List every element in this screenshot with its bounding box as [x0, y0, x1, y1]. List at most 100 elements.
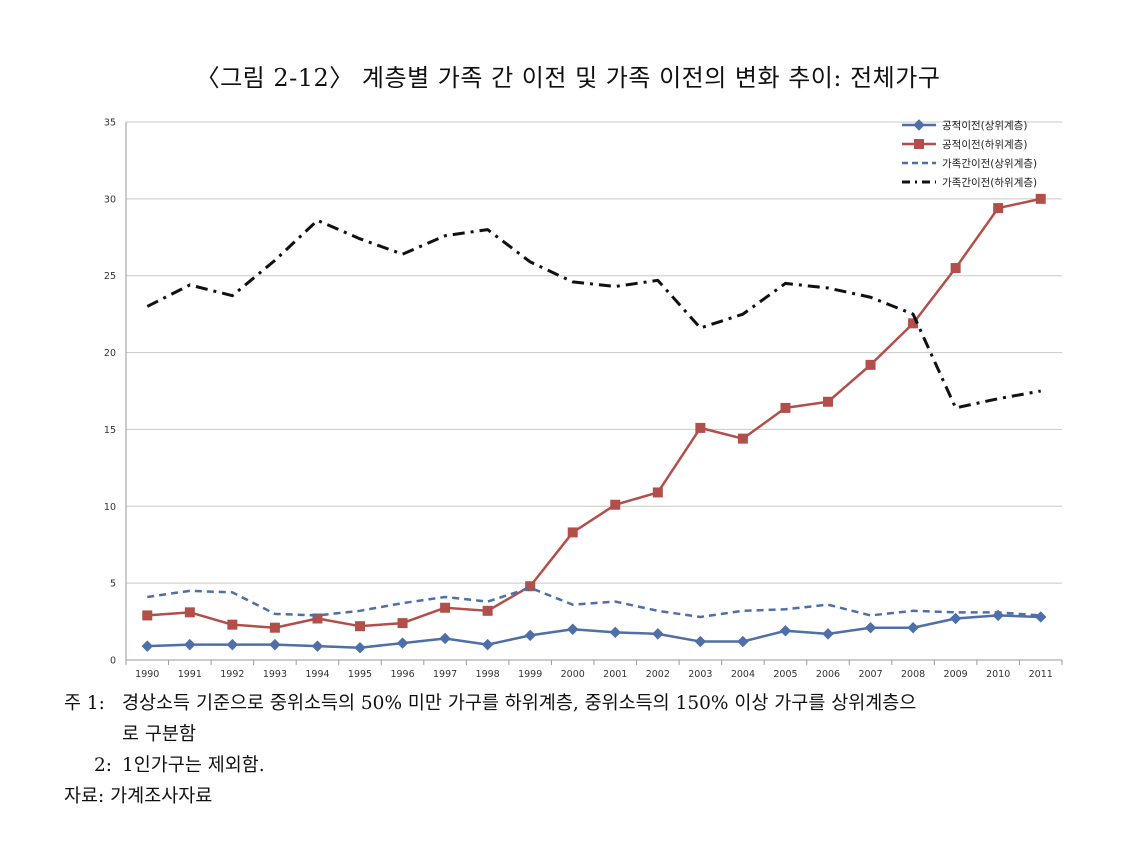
- note-1: 주 1: 경상소득 기준으로 중위소득의 50% 미만 가구를 하위계층, 중위…: [64, 688, 1102, 719]
- data-point: [737, 433, 748, 444]
- x-tick-label: 2006: [816, 669, 840, 680]
- data-point: [226, 638, 239, 651]
- y-tick-label: 20: [104, 348, 116, 359]
- x-tick-label: 2010: [986, 669, 1010, 680]
- legend-item-3: 가족간이전(상위계층): [902, 157, 1037, 170]
- x-axis-ticks: 1990 1991 1992 1993 1994 1995 1996 1997 1998 1999…: [135, 669, 1053, 680]
- data-point: [865, 359, 876, 370]
- data-point: [482, 605, 493, 616]
- data-point: [950, 263, 961, 274]
- note-1-line-1: 경상소득 기준으로 중위소득의 50% 미만 가구를 하위계층, 중위소득의 1…: [122, 693, 917, 714]
- data-point: [269, 622, 280, 633]
- data-point: [610, 499, 621, 510]
- x-tick-label: 2001: [603, 669, 627, 680]
- data-point: [184, 607, 195, 618]
- data-point: [949, 612, 962, 625]
- data-point: [269, 638, 281, 651]
- data-point: [779, 625, 792, 637]
- legend-marker: [913, 119, 925, 131]
- data-point: [227, 619, 238, 630]
- note-2: 2: 1인가구는 제외함.: [64, 750, 1102, 781]
- data-point: [396, 637, 409, 649]
- data-point: [184, 638, 196, 651]
- y-tick-label: 35: [104, 118, 116, 129]
- data-point: [823, 396, 833, 407]
- data-point: [481, 638, 494, 651]
- y-tick-label: 15: [104, 425, 116, 436]
- legend-label: 가족간이전(하위계층): [942, 176, 1037, 189]
- x-tick-label: 1994: [305, 669, 329, 680]
- y-axis-ticks: 0 5 10 15 20 25 30 35: [104, 118, 116, 667]
- x-tick-label: 1997: [433, 669, 457, 680]
- note-1-label: 주 1:: [64, 693, 111, 714]
- data-point: [311, 640, 324, 652]
- legend-label: 공적이전(하위계층): [942, 138, 1027, 151]
- x-tick-label: 1995: [348, 669, 372, 680]
- data-point: [694, 635, 707, 648]
- y-tick-label: 5: [110, 579, 116, 590]
- x-tick-label: 1996: [390, 669, 414, 680]
- data-point: [695, 422, 706, 433]
- data-point: [397, 618, 408, 629]
- data-point: [609, 626, 621, 639]
- data-point: [312, 613, 323, 624]
- data-point: [354, 641, 366, 654]
- x-tick-label: 1990: [135, 669, 159, 680]
- note-1-line-2: 로 구분함: [122, 724, 196, 745]
- data-point: [141, 640, 153, 652]
- legend-label: 공적이전(상위계층): [942, 119, 1027, 132]
- data-point: [1035, 611, 1047, 623]
- data-point: [142, 610, 153, 621]
- series-4: [146, 218, 1041, 410]
- figure-title: 〈그림 2-12〉 계층별 가족 간 이전 및 가족 이전의 변화 추이: 전체…: [195, 64, 941, 92]
- series-2: [142, 193, 1046, 633]
- series-line: [147, 197, 1041, 629]
- data-point: [439, 632, 451, 645]
- x-tick-label: 1991: [178, 669, 202, 680]
- x-tick-label: 2007: [858, 669, 882, 680]
- y-tick-label: 0: [110, 656, 116, 667]
- chart-axes: [125, 122, 1063, 665]
- x-tick-label: 2000: [561, 669, 585, 680]
- data-point: [652, 628, 664, 640]
- data-point: [567, 527, 578, 538]
- series-1: [141, 609, 1047, 654]
- data-point: [737, 635, 749, 648]
- data-point: [652, 487, 663, 498]
- y-tick-label: 25: [104, 271, 116, 282]
- data-point: [1035, 193, 1046, 204]
- legend-marker: [914, 139, 924, 149]
- x-tick-label: 1992: [220, 669, 244, 680]
- legend-item-2: 공적이전(하위계층): [902, 138, 1027, 151]
- x-tick-label: 2004: [731, 669, 755, 680]
- x-tick-label: 1998: [476, 669, 500, 680]
- data-point: [993, 203, 1004, 214]
- note-2-label: 2:: [94, 755, 118, 776]
- x-tick-label: 2002: [646, 669, 670, 680]
- source-line: 자료: 가계조사자료: [64, 781, 1102, 812]
- figure-notes: 주 1: 경상소득 기준으로 중위소득의 50% 미만 가구를 하위계층, 중위…: [64, 688, 1102, 812]
- legend-label: 가족간이전(상위계층): [942, 157, 1037, 170]
- data-point: [864, 622, 877, 634]
- series-line: [146, 218, 1041, 410]
- data-point: [525, 581, 536, 592]
- legend-item-1: 공적이전(상위계층): [902, 119, 1027, 132]
- x-tick-label: 2005: [773, 669, 797, 680]
- x-tick-label: 2008: [901, 669, 925, 680]
- chart-gridlines: [126, 121, 1062, 584]
- data-point: [524, 629, 536, 642]
- series-line: [147, 586, 1041, 619]
- x-tick-label: 2003: [688, 669, 712, 680]
- chart-series: [141, 193, 1047, 654]
- x-tick-label: 1999: [518, 669, 542, 680]
- series-line: [147, 614, 1041, 649]
- legend-item-4: 가족간이전(하위계층): [902, 176, 1037, 189]
- source-text: 가계조사자료: [110, 786, 213, 807]
- data-point: [822, 628, 834, 640]
- series-3: [147, 586, 1041, 619]
- x-tick-label: 2011: [1029, 669, 1053, 680]
- source-label: 자료:: [64, 786, 111, 807]
- y-tick-label: 30: [104, 194, 116, 205]
- x-tick-label: 2009: [944, 669, 968, 680]
